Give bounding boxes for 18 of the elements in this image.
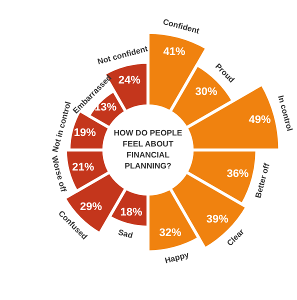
category-label: Happy: [164, 250, 190, 266]
data-label: 49%: [248, 114, 271, 126]
data-label: 30%: [195, 86, 218, 98]
category-label: Better off: [254, 162, 272, 200]
category-label: Worse off: [50, 154, 68, 194]
text: HOW DO PEOPLE FEEL ABOUT FINANCIAL PLANNING?: [114, 128, 183, 171]
data-label: 29%: [80, 201, 102, 214]
data-label: 36%: [226, 168, 249, 180]
data-label: 32%: [159, 226, 182, 239]
category-label: Sad: [117, 228, 134, 240]
data-label: 24%: [118, 74, 141, 87]
data-label: 39%: [206, 213, 229, 226]
data-label: 18%: [120, 206, 143, 218]
data-label: 19%: [74, 127, 96, 140]
data-label: 41%: [163, 46, 186, 58]
category-label: Not in control: [50, 100, 73, 154]
data-label: 21%: [72, 161, 94, 174]
category-label: In control: [276, 94, 294, 132]
